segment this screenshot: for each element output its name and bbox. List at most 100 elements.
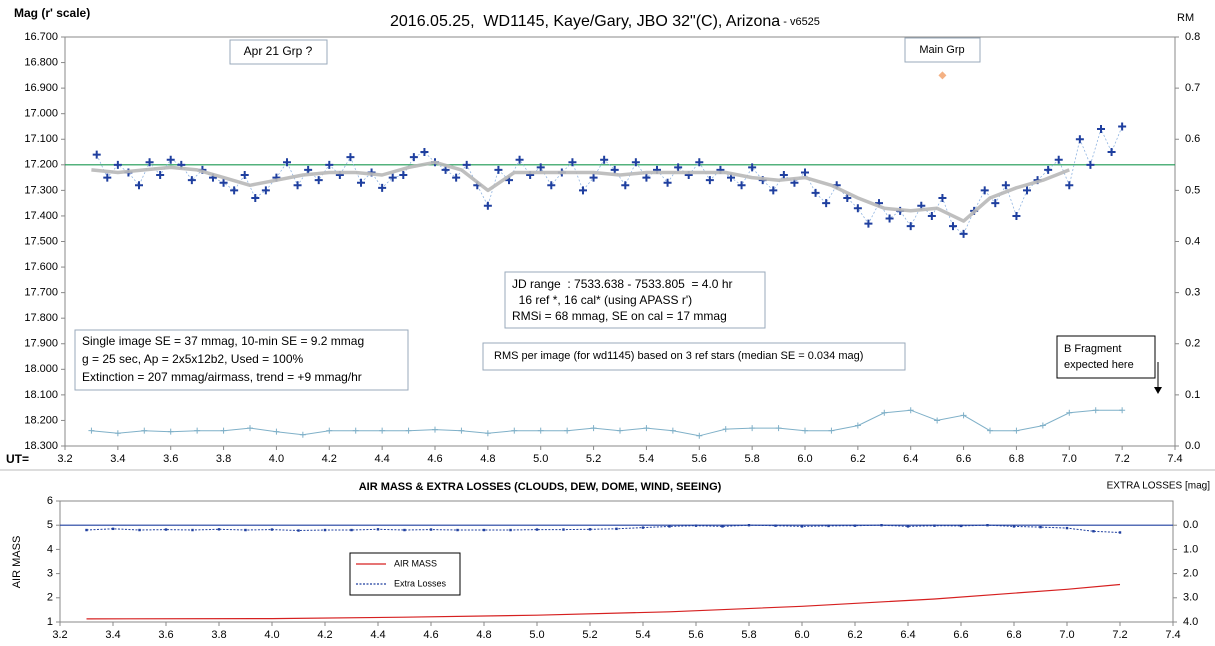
point bbox=[247, 425, 253, 432]
y2-tick-label: 0.5 bbox=[1185, 184, 1200, 196]
y2-tick-label: 0.3 bbox=[1185, 287, 1200, 299]
point bbox=[589, 173, 598, 182]
y-tick-label: 16.800 bbox=[24, 56, 58, 68]
series-line bbox=[96, 126, 1123, 235]
point bbox=[379, 427, 386, 434]
point bbox=[987, 427, 993, 434]
y-tick-label: 16.900 bbox=[24, 82, 58, 94]
x-tick-label: 4.8 bbox=[480, 453, 495, 465]
point bbox=[1054, 155, 1063, 164]
point bbox=[325, 160, 334, 169]
point bbox=[138, 528, 141, 532]
point bbox=[293, 181, 302, 190]
point bbox=[737, 181, 746, 190]
point bbox=[326, 427, 333, 434]
y2-tick-label: 2.0 bbox=[1183, 568, 1198, 580]
title-suffix: - v6525 bbox=[780, 16, 820, 28]
point bbox=[695, 158, 704, 167]
point bbox=[1044, 165, 1053, 174]
x-tick-label: 6.4 bbox=[903, 453, 918, 465]
point bbox=[156, 171, 165, 180]
x-tick-label: 4.2 bbox=[322, 453, 337, 465]
x-tick-label: 3.2 bbox=[57, 453, 72, 465]
x-tick-label: 4.6 bbox=[427, 453, 442, 465]
y-tick-label: 2 bbox=[47, 592, 53, 604]
point bbox=[722, 426, 729, 433]
series-line bbox=[86, 524, 1121, 533]
x-tick-label: 5.8 bbox=[741, 629, 756, 641]
y-tick-label: 17.100 bbox=[24, 133, 58, 145]
y2-tick-label: 4.0 bbox=[1183, 616, 1198, 628]
point bbox=[669, 427, 676, 434]
point bbox=[273, 428, 280, 435]
x-tick-label: 5.4 bbox=[639, 453, 654, 465]
x-tick-label: 6.0 bbox=[797, 453, 812, 465]
point bbox=[1012, 211, 1021, 220]
point bbox=[641, 526, 645, 529]
point bbox=[113, 160, 122, 169]
point bbox=[881, 409, 888, 416]
point bbox=[907, 407, 914, 414]
annotation: expected here bbox=[1064, 359, 1134, 371]
point bbox=[378, 183, 387, 192]
x-tick-label: 6.2 bbox=[850, 453, 865, 465]
point bbox=[167, 428, 174, 435]
point bbox=[405, 427, 412, 434]
point bbox=[458, 427, 465, 434]
y-tick-label: 1 bbox=[47, 616, 53, 628]
point bbox=[219, 178, 228, 187]
point bbox=[135, 181, 143, 190]
y-tick-label: 16.700 bbox=[24, 31, 58, 43]
point bbox=[244, 528, 247, 532]
x-tick-label: 7.2 bbox=[1114, 453, 1129, 465]
point bbox=[1065, 526, 1069, 530]
title-main: 2016.05.25, WD1145, Kaye/Gary, JBO 32"(C… bbox=[390, 13, 780, 30]
annotation: Apr 21 Grp ? bbox=[244, 44, 313, 58]
x-tick-label: 6.8 bbox=[1009, 453, 1024, 465]
y-tick-label: 6 bbox=[47, 495, 53, 507]
x-tick-label: 6.6 bbox=[956, 453, 971, 465]
y-tick-label: 17.000 bbox=[24, 108, 58, 120]
point bbox=[880, 524, 883, 527]
point bbox=[346, 153, 355, 162]
y2-tick-label: 0.0 bbox=[1185, 440, 1200, 452]
point bbox=[1039, 525, 1042, 529]
point bbox=[949, 222, 957, 231]
annotation-box bbox=[229, 39, 328, 65]
point bbox=[854, 422, 861, 429]
point bbox=[1119, 407, 1126, 414]
x-tick-label: 3.6 bbox=[158, 629, 173, 641]
point bbox=[376, 528, 380, 531]
point bbox=[1118, 531, 1122, 534]
point bbox=[85, 528, 88, 532]
point bbox=[1118, 122, 1127, 131]
annotation: B Fragment bbox=[1064, 343, 1121, 355]
point bbox=[114, 430, 121, 437]
point bbox=[959, 524, 963, 528]
point bbox=[261, 186, 270, 195]
point bbox=[111, 527, 115, 531]
point bbox=[462, 160, 471, 169]
x-tick-label: 7.4 bbox=[1165, 629, 1180, 641]
point bbox=[811, 188, 820, 197]
point bbox=[191, 528, 194, 532]
point bbox=[1065, 181, 1074, 190]
point bbox=[663, 178, 672, 187]
point bbox=[187, 176, 196, 185]
point bbox=[600, 155, 609, 164]
point bbox=[801, 168, 809, 177]
point bbox=[403, 528, 406, 532]
point bbox=[141, 427, 148, 434]
annotation-box bbox=[482, 342, 906, 371]
y-tick-label: 4 bbox=[47, 543, 53, 555]
plot-frame bbox=[59, 500, 1174, 623]
point bbox=[822, 199, 831, 208]
x-tick-label: 6.2 bbox=[847, 629, 862, 641]
y-tick-label: 17.900 bbox=[24, 338, 58, 350]
point bbox=[631, 158, 640, 167]
y2-tick-label: 0.2 bbox=[1185, 338, 1200, 350]
y2-tick-label: 3.0 bbox=[1183, 592, 1198, 604]
marker bbox=[938, 71, 947, 80]
x-tick-label: 4.4 bbox=[374, 453, 389, 465]
point bbox=[774, 524, 777, 527]
